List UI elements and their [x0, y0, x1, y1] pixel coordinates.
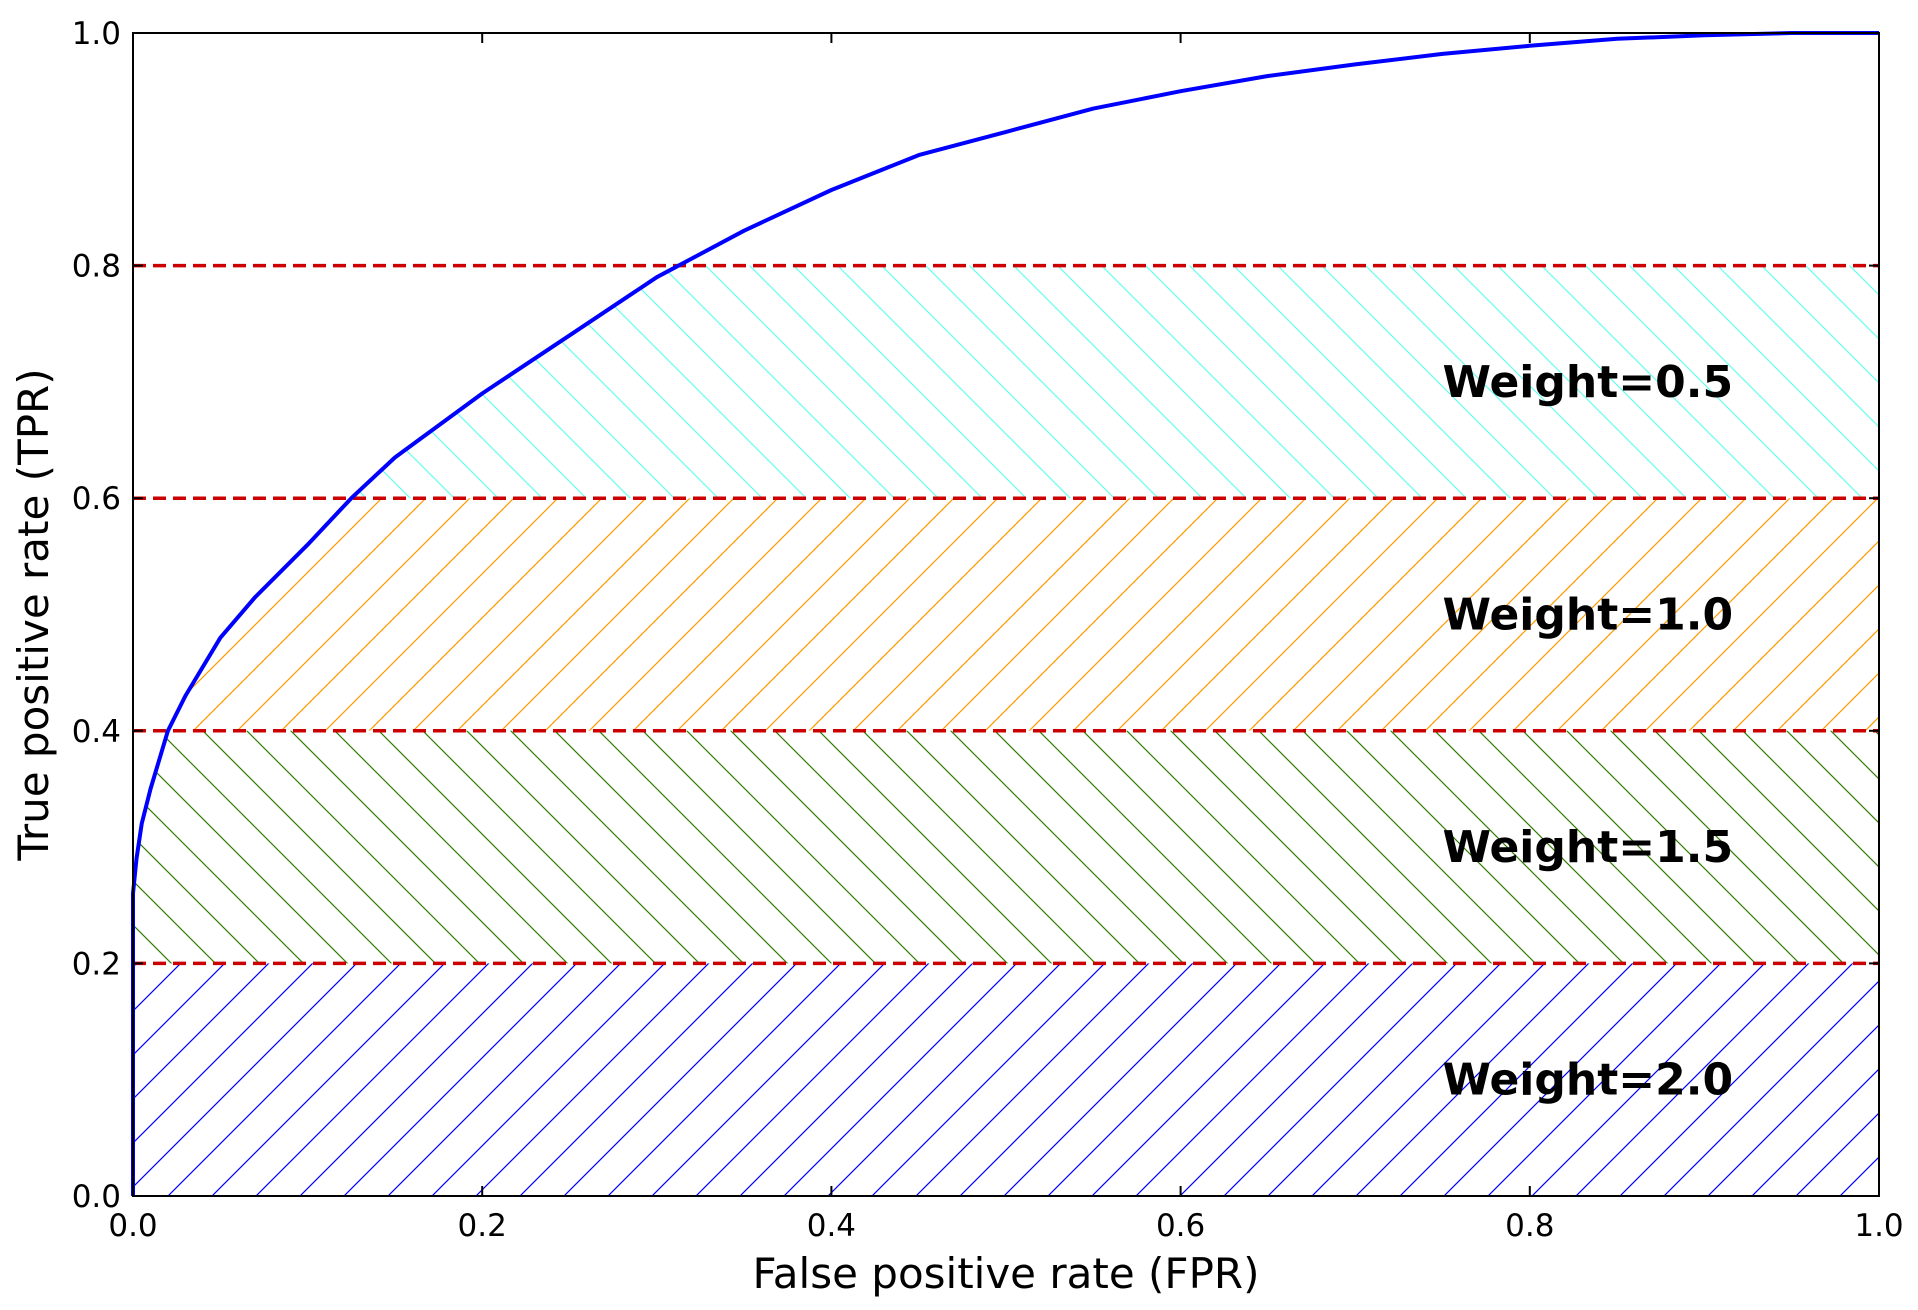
roc-curve-layer	[131, 31, 1879, 1196]
x-tick-label: 0.0	[108, 1208, 157, 1244]
band-label: Weight=2.0	[1443, 1055, 1734, 1106]
band-label: Weight=1.5	[1443, 822, 1734, 873]
x-tick-label: 0.6	[1156, 1208, 1205, 1244]
y-tick-label: 0.4	[72, 714, 121, 750]
band-labels: Weight=2.0 Weight=1.5 Weight=1.0 Weight=0.5	[1443, 357, 1734, 1106]
roc-curve	[131, 31, 1879, 1196]
x-tick-label: 1.0	[1854, 1208, 1903, 1244]
plot-frame	[132, 32, 1880, 1197]
weight-bands	[133, 265, 1879, 1196]
hatched-band	[133, 730, 1879, 964]
x-axis-label: False positive rate (FPR)	[753, 1249, 1260, 1298]
y-tick-label: 0.2	[72, 946, 121, 982]
x-tick-label: 0.4	[807, 1208, 856, 1244]
x-tick-label: 0.2	[458, 1208, 507, 1244]
y-tick-label: 0.0	[72, 1179, 121, 1215]
x-tick-label: 0.8	[1505, 1208, 1554, 1244]
y-axis-label: True positive rate (TPR)	[9, 368, 58, 861]
y-tick-label: 0.6	[72, 481, 121, 517]
band-label: Weight=0.5	[1443, 357, 1734, 408]
axis-ticks: 0.0 0.2 0.4 0.6 0.8 1.0 0.0 0.2 0.4 0.6 0.8 1.0	[72, 16, 1904, 1244]
band-label: Weight=1.0	[1443, 590, 1734, 641]
hatched-band	[167, 498, 1879, 731]
hatched-band	[351, 265, 1879, 499]
hatched-band	[133, 963, 1879, 1196]
y-tick-label: 1.0	[72, 16, 121, 52]
threshold-lines	[133, 263, 1879, 966]
y-tick-label: 0.8	[72, 249, 121, 285]
